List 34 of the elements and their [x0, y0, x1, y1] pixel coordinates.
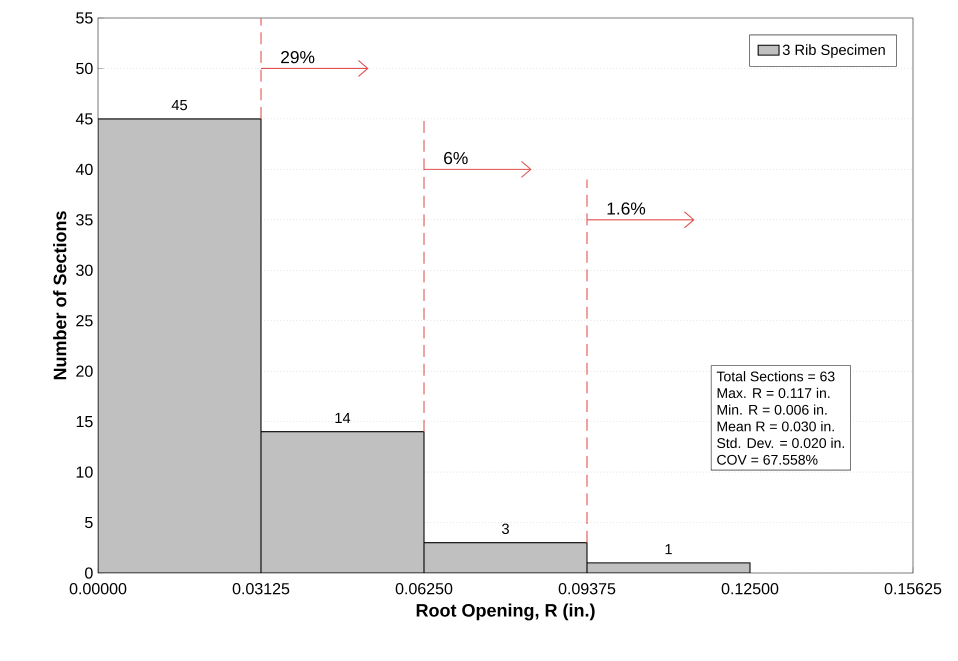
annotation: Std. Dev. = 0.020 in.: [717, 438, 844, 448]
annotation: Max. R = 0.117 in.: [718, 388, 830, 398]
annotation: 1.6%: [608, 202, 646, 215]
y-tick-label: 45: [76, 113, 93, 124]
annotation: Total Sections = 63: [716, 371, 835, 382]
y-tick-label: 10: [76, 466, 93, 478]
data-label: 45: [172, 100, 188, 110]
y-tick-label: 5: [85, 516, 93, 528]
x-tick-label: 0.09375: [558, 583, 616, 594]
annotation: 29%: [281, 51, 314, 64]
y-tick-label: 50: [76, 62, 93, 74]
y-tick-label: 40: [76, 164, 93, 176]
annotation: 6%: [444, 152, 468, 164]
data-label: 14: [335, 412, 350, 424]
annotation: Mean R = 0.030 in.: [718, 421, 834, 432]
x-tick-label: 0.15625: [884, 583, 942, 594]
y-tick-label: 0: [85, 567, 93, 579]
y-tick-label: 20: [76, 366, 93, 377]
x-tick-label: 0.06250: [396, 583, 452, 594]
data-label: 1: [666, 544, 672, 554]
x-tick-label: 0.00000: [70, 583, 126, 594]
annotation: Min. R = 0.006 in.: [718, 404, 827, 415]
x-tick-label: 0.03125: [232, 583, 290, 594]
x-tick-label: 0.12500: [722, 583, 778, 594]
legend-label: 3 Rib Specimen: [782, 44, 885, 58]
data-label: 3: [502, 524, 509, 534]
y-tick-label: 30: [76, 264, 93, 276]
y-tick-label: 55: [76, 12, 93, 24]
y-axis-title: Number of Sections: [53, 211, 66, 380]
annotation: COV = 67.558%: [717, 454, 818, 465]
y-tick-label: 25: [76, 315, 93, 326]
y-tick-label: 35: [76, 214, 93, 226]
x-axis-title: Root Opening, R (in.): [416, 604, 595, 620]
y-tick-label: 15: [76, 416, 93, 428]
